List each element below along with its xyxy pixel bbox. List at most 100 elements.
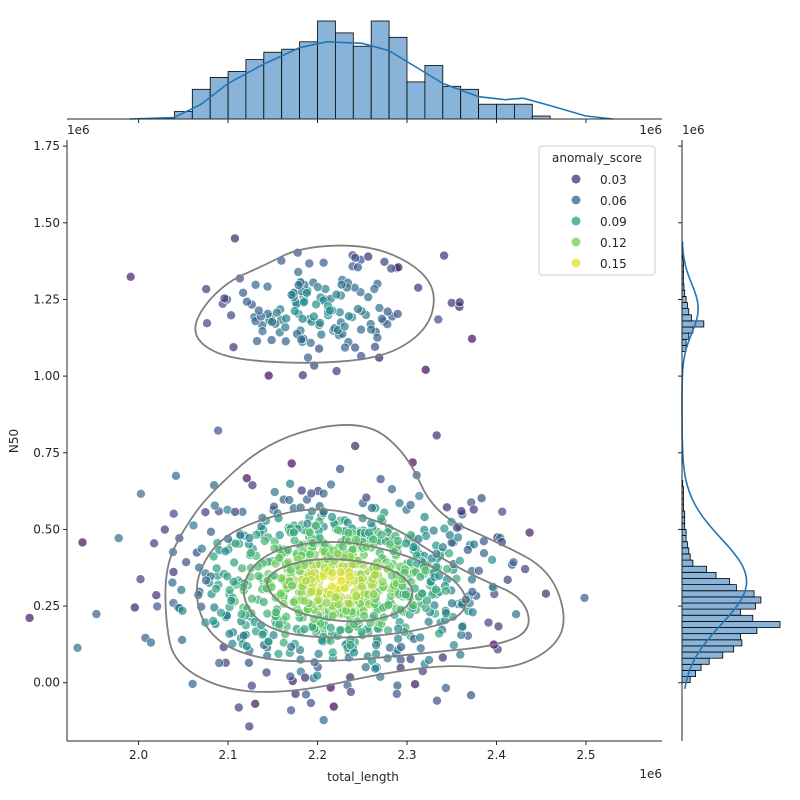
scatter-point [263,370,274,381]
scatter-point [305,338,316,348]
scatter-point [187,679,198,689]
right-histogram-bar [681,584,737,592]
scatter-point [304,527,315,538]
legend-entries: 0.03 0.06 0.09 0.12 0.15 [571,173,627,271]
scatter-point [455,649,466,660]
scatter-point [363,292,374,302]
top-histogram-bar [334,32,354,120]
scatter-point [368,534,378,545]
scatter-point [431,430,442,441]
scatter-point [214,658,224,668]
scatter-point [377,313,387,324]
scatter-point [305,549,315,560]
scatter-point [382,306,393,317]
scatter-point [408,600,419,611]
y-tick-label: 0.00 [33,676,60,690]
scatter-point [285,478,295,489]
scatter-point [259,536,270,546]
scatter-point [392,309,403,319]
right-marginal-offset-label: 1e6 [682,123,705,137]
right-histogram-bar [681,547,690,555]
top-histogram-bar [406,81,426,120]
scatter-point [296,485,307,496]
scatter-point [247,593,257,604]
scatter-point [301,689,311,700]
scatter-point [281,313,292,324]
scatter-point [176,585,187,595]
scatter-point [383,600,394,610]
scatter-point [309,311,319,322]
right-histogram-bar [681,572,717,579]
scatter-point [424,655,434,665]
scatter-point [433,314,444,325]
scatter-point [242,473,252,484]
scatter-point [447,598,457,609]
kde-contour-line [242,541,467,639]
right-histogram-bar [681,621,781,628]
scatter-point [457,622,468,632]
scatter-point [331,289,342,300]
scatter-point [454,297,465,308]
right-histogram-bar [681,314,692,322]
right-histogram-bar [681,565,707,573]
scatter-point [206,526,216,537]
scatter-point [343,528,354,538]
scatter-point [288,597,299,608]
scatter-point [287,580,297,591]
scatter-point [579,593,590,603]
scatter-point [253,305,264,316]
scatter-point [188,520,199,531]
scatter-point [353,262,363,273]
scatter-point [297,370,308,381]
scatter-point [201,284,211,294]
scatter-point [350,441,361,451]
scatter-point [299,595,310,606]
scatter-point [311,520,321,531]
scatter-point [467,586,478,597]
scatter-point [297,313,308,324]
scatter-point [441,608,451,618]
legend-title: anomaly_score [552,151,642,165]
scatter-point [304,258,315,269]
scatter-point [301,575,311,586]
right-histogram-bar [681,602,756,610]
scatter-point [113,533,124,543]
scatter-point [244,657,254,668]
scatter-point [377,576,388,587]
scatter-point [370,663,381,674]
scatter-point [315,318,325,328]
scatter-point [229,557,239,568]
x-tick-label: 2.3 [397,748,416,762]
scatter-point [313,649,324,659]
scatter-point [200,507,211,518]
x-tick-label: 2.0 [129,748,148,762]
scatter-point [401,538,411,549]
scatter-point [431,584,441,595]
scatter-point [125,271,136,282]
scatter-point [351,591,362,602]
scatter-point [363,251,374,262]
scatter-point [462,545,473,555]
scatter-point [466,690,476,701]
top-histogram-bar [209,77,229,120]
right-kde-line [681,241,748,690]
scatter-point [400,589,411,600]
scatter-point [152,601,162,612]
top-histogram-bar [317,20,336,120]
scatter-point [415,632,426,643]
scatter-point [136,488,146,499]
y-tick-label: 1.00 [33,369,60,383]
scatter-point [306,587,317,597]
scatter-point [209,602,220,613]
right-histogram-bar [681,614,754,622]
scatter-point [312,282,323,292]
scatter-point [331,592,341,602]
x-tick-label: 2.1 [219,748,238,762]
legend-label: 0.15 [600,257,627,271]
scatter-point [286,458,297,469]
scatter-point [318,257,329,268]
scatter-point [420,364,431,375]
scatter-point [432,695,442,706]
y-tick-label: 0.25 [33,599,60,613]
scatter-point [302,287,312,298]
